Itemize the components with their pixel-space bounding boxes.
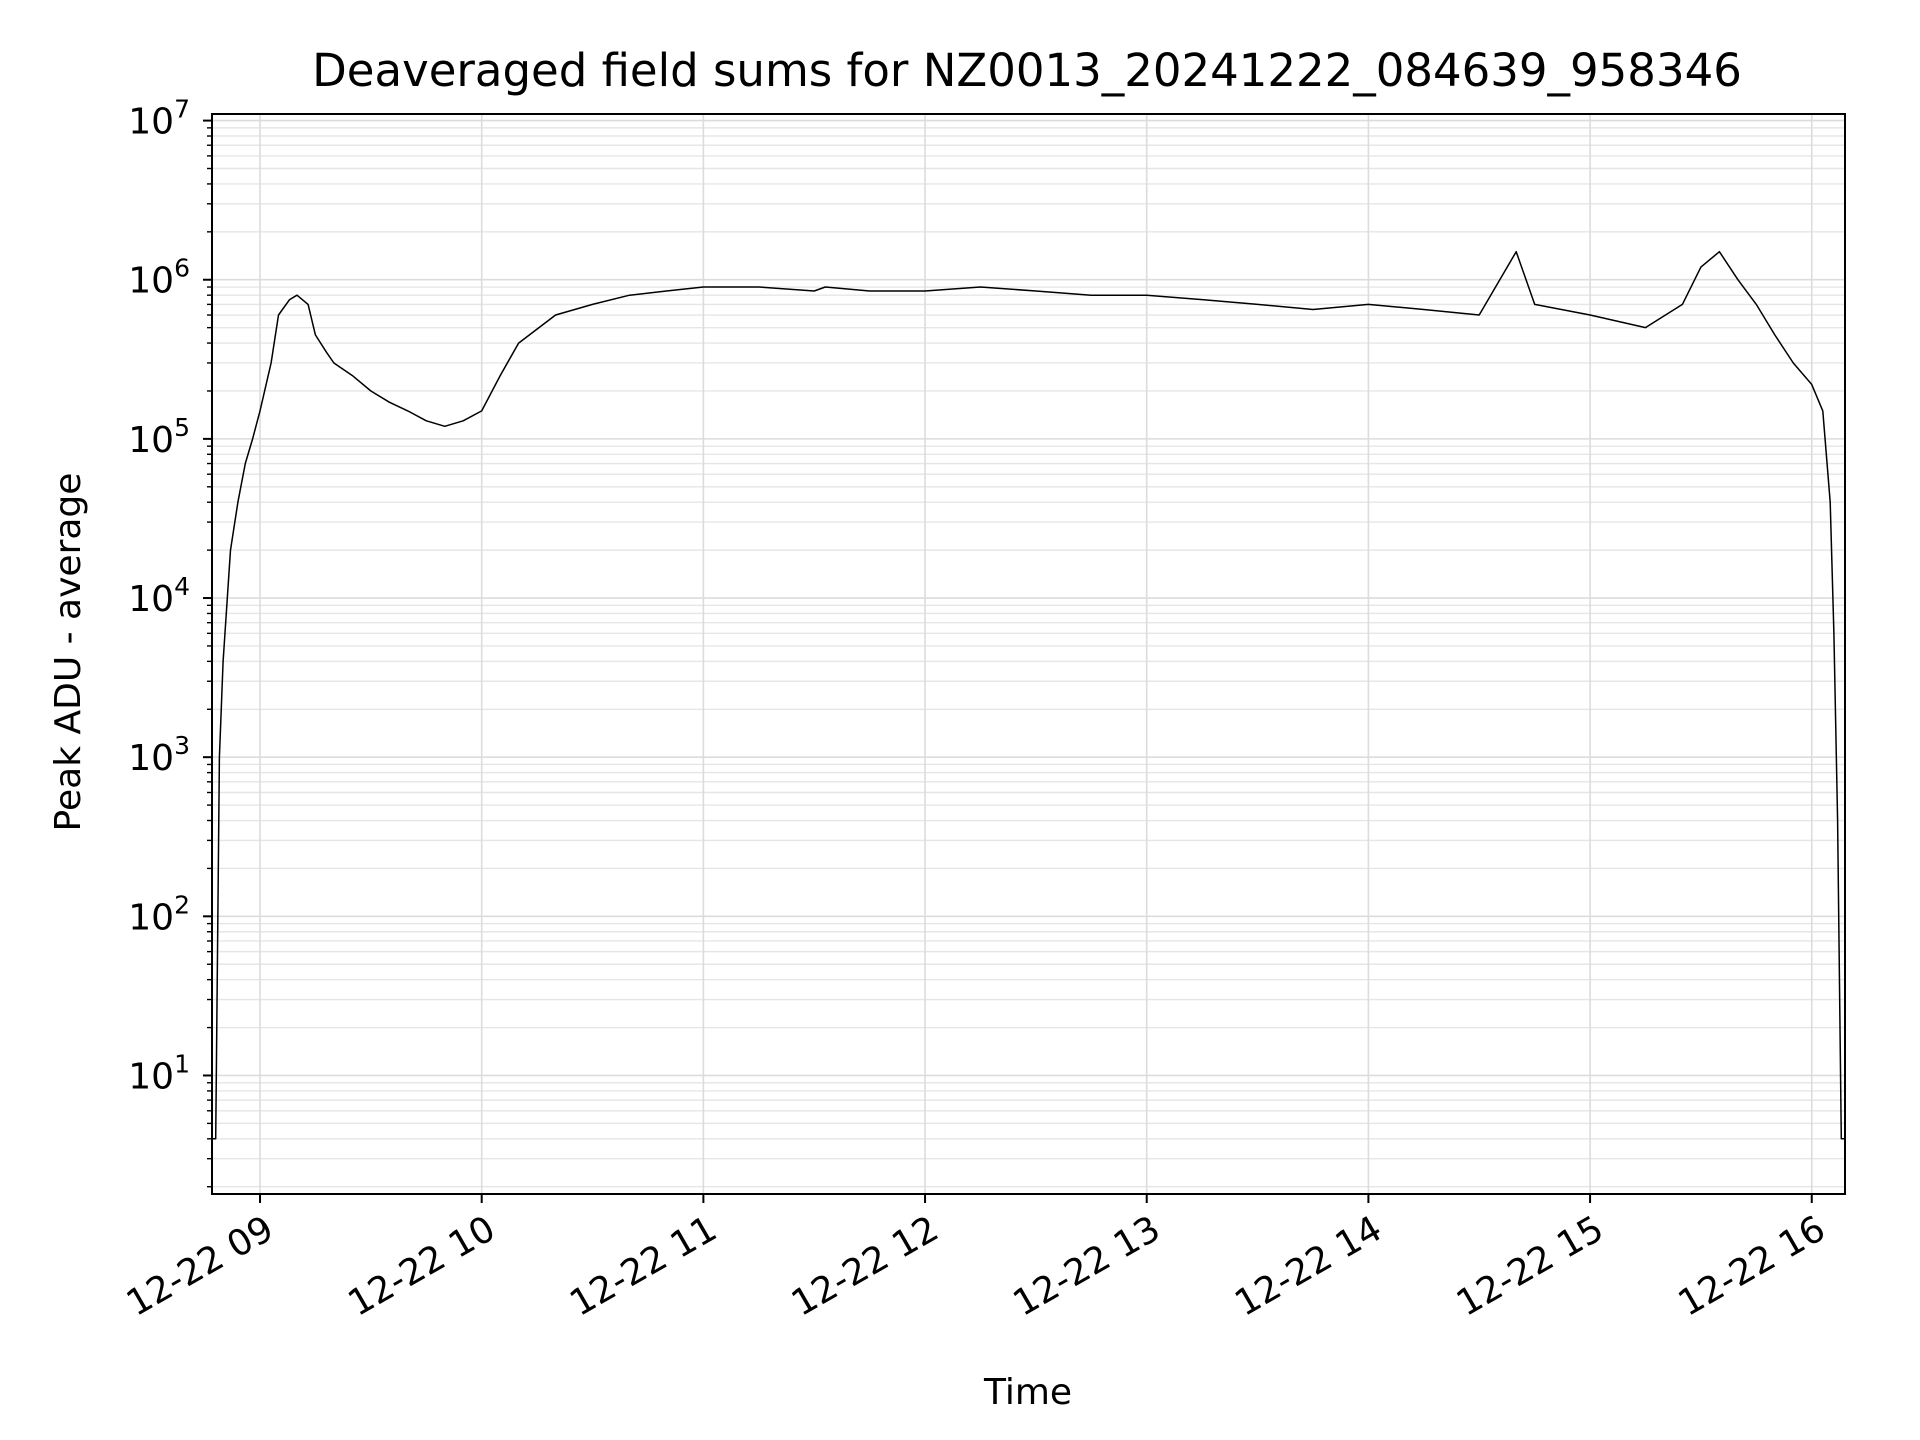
y-tick-label: 105	[128, 413, 190, 461]
y-axis-label: Peak ADU - average	[48, 473, 89, 832]
y-tick-exponent: 1	[174, 1049, 190, 1078]
plot-frame	[211, 113, 1846, 1195]
y-tick-label: 103	[128, 731, 190, 779]
series-layer	[212, 250, 1845, 1140]
y-tick-exponent: 7	[174, 95, 190, 124]
y-tick-base: 10	[128, 579, 174, 620]
y-tick-label: 101	[128, 1049, 190, 1097]
chart-title: Deaveraged field sums for NZ0013_2024122…	[312, 44, 1742, 97]
y-tick-base: 10	[128, 738, 174, 779]
y-tick-exponent: 3	[174, 731, 190, 760]
grid	[212, 114, 1845, 1194]
y-tick-base: 10	[128, 261, 174, 302]
y-tick-exponent: 2	[174, 890, 190, 919]
y-tick-exponent: 5	[174, 413, 190, 442]
y-tick-exponent: 4	[174, 572, 190, 601]
series-line	[212, 250, 1845, 1140]
y-tick-label: 104	[128, 572, 190, 620]
y-tick-base: 10	[128, 420, 174, 461]
x-axis-label: Time	[983, 1372, 1072, 1413]
y-tick-label: 106	[128, 254, 190, 302]
y-tick-base: 10	[128, 897, 174, 938]
y-tick-base: 10	[128, 1056, 174, 1097]
y-tick-label: 107	[128, 95, 190, 143]
ticks	[203, 119, 1813, 1203]
y-tick-base: 10	[128, 102, 174, 143]
y-tick-exponent: 6	[174, 254, 190, 283]
y-tick-label: 102	[128, 890, 190, 938]
